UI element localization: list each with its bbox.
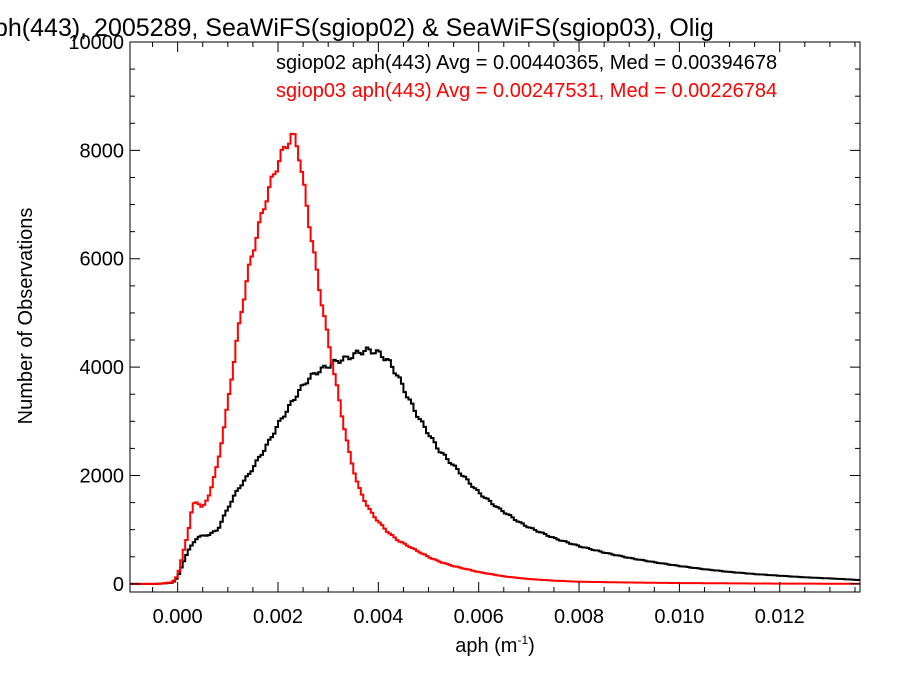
- x-axis-label-exponent: -1: [517, 633, 528, 647]
- x-tick-label: 0.010: [654, 606, 704, 628]
- y-tick-label: 8000: [80, 140, 125, 162]
- annotation-sgiop02: sgiop02 aph(443) Avg = 0.00440365, Med =…: [276, 52, 777, 74]
- x-axis-label-main: aph (m: [455, 635, 517, 657]
- series-line-0: [130, 346, 860, 585]
- x-tick-label: 0.012: [755, 606, 805, 628]
- y-tick-label: 2000: [80, 465, 125, 487]
- x-axis-label: aph (m-1): [455, 633, 535, 657]
- chart-title: ph(443), 2005289, SeaWiFS(sgiop02) & Sea…: [0, 14, 714, 42]
- y-tick-label: 10000: [68, 32, 124, 54]
- ticks-layer: 0.000 0.002 0.004 0.006 0.008 0.010 0.012 0 2000…: [68, 32, 860, 628]
- y-tick-label: 0: [113, 574, 124, 596]
- x-axis-label-tail: ): [528, 635, 535, 657]
- y-tick-label: 6000: [80, 249, 125, 271]
- plot-frame: [129, 41, 861, 593]
- x-tick-label: 0.000: [153, 606, 203, 628]
- x-tick-label: 0.004: [353, 606, 403, 628]
- y-axis-label: Number of Observations: [15, 208, 37, 425]
- x-tick-label: 0.008: [554, 606, 604, 628]
- x-tick-label: 0.006: [454, 606, 504, 628]
- y-tick-label: 4000: [80, 357, 125, 379]
- x-tick-label: 0.002: [253, 606, 303, 628]
- series-layer: [130, 132, 860, 585]
- annotation-sgiop03: sgiop03 aph(443) Avg = 0.00247531, Med =…: [276, 80, 777, 102]
- series-line-1: [130, 132, 860, 585]
